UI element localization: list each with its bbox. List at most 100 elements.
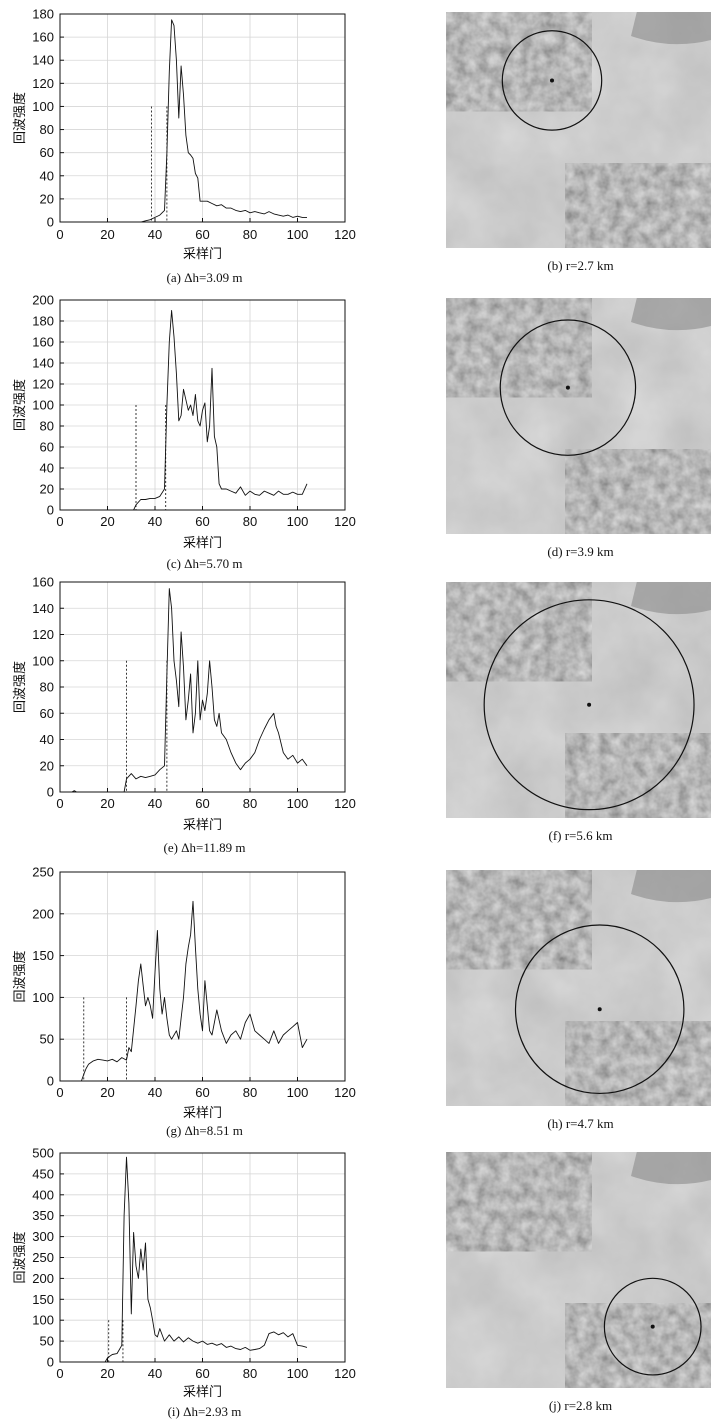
x-axis-label: 采样门 <box>183 1106 222 1121</box>
y-tick-label: 300 <box>32 1229 54 1244</box>
y-tick-label: 40 <box>40 168 54 183</box>
y-tick-label: 50 <box>40 1334 54 1349</box>
x-tick-label: 120 <box>334 227 356 242</box>
y-tick-label: 100 <box>32 99 54 114</box>
map-land <box>446 1152 711 1388</box>
x-tick-label: 80 <box>243 227 257 242</box>
y-tick-label: 160 <box>32 575 54 590</box>
y-tick-label: 120 <box>32 627 54 642</box>
x-tick-label: 100 <box>287 514 309 529</box>
radar-center-dot <box>650 1324 655 1329</box>
x-tick-label: 40 <box>148 227 162 242</box>
x-tick-label: 0 <box>56 1366 63 1381</box>
x-axis-label: 采样门 <box>183 536 222 551</box>
y-axis-label: 回波强度 <box>12 379 28 431</box>
echo-series-line <box>60 1156 308 1363</box>
y-axis-label: 回波强度 <box>12 1231 28 1283</box>
y-tick-label: 60 <box>40 706 54 721</box>
satellite-map-3: (h) r=4.7 km <box>446 870 711 1131</box>
map-coast-se <box>565 182 711 248</box>
y-tick-label: 350 <box>32 1208 54 1223</box>
y-tick-label: 20 <box>40 191 54 206</box>
x-tick-label: 0 <box>56 227 63 242</box>
y-axis-label: 回波强度 <box>12 950 28 1002</box>
map-caption: (h) r=4.7 km <box>547 1116 613 1131</box>
map-coast-nw <box>446 298 592 398</box>
echo-series-line <box>60 900 308 1082</box>
radar-center-dot <box>565 385 570 390</box>
map-coast-nw <box>446 12 592 112</box>
map-coast-se <box>565 468 711 534</box>
x-tick-label: 120 <box>334 1085 356 1100</box>
y-tick-label: 60 <box>40 440 54 455</box>
x-tick-label: 100 <box>287 227 309 242</box>
map-coast-se <box>565 1322 711 1388</box>
radar-center-dot <box>597 1007 602 1012</box>
map-caption: (j) r=2.8 km <box>549 1398 612 1413</box>
x-tick-label: 60 <box>195 1085 209 1100</box>
map-coast-nw <box>446 582 592 682</box>
x-tick-label: 0 <box>56 796 63 811</box>
satellite-map-0: (b) r=2.7 km <box>446 12 711 273</box>
map-land <box>446 298 711 534</box>
x-axis-label: 采样门 <box>183 247 222 262</box>
map-land <box>446 12 711 248</box>
x-tick-label: 40 <box>148 1085 162 1100</box>
satellite-map-4: (j) r=2.8 km <box>446 1152 711 1413</box>
x-tick-label: 40 <box>148 796 162 811</box>
y-tick-label: 0 <box>47 1074 54 1089</box>
chart-panel-1: 0 20 40 60 80 100 120 0 20 40 60 80 100 120 140 160 180 2… <box>12 293 356 572</box>
radar-center-dot <box>550 78 554 83</box>
satellite-map-1: (d) r=3.9 km <box>446 298 711 559</box>
y-tick-label: 0 <box>47 503 54 518</box>
map-coast-ne <box>631 582 711 615</box>
radar-range-circle <box>483 599 695 811</box>
x-tick-label: 20 <box>100 227 114 242</box>
map-coast-se <box>565 752 711 818</box>
y-axis-label: 回波强度 <box>12 661 28 713</box>
map-coast-se <box>565 1040 711 1106</box>
x-tick-label: 40 <box>148 1366 162 1381</box>
map-coast-nw <box>446 1152 592 1252</box>
map-coast-ne <box>631 1152 711 1185</box>
y-tick-label: 100 <box>32 398 54 413</box>
y-tick-label: 40 <box>40 461 54 476</box>
x-tick-label: 100 <box>287 1085 309 1100</box>
x-tick-label: 80 <box>243 796 257 811</box>
x-axis-label: 采样门 <box>183 818 222 833</box>
x-tick-label: 0 <box>56 514 63 529</box>
chart-caption: (g) Δh=8.51 m <box>166 1123 243 1138</box>
x-tick-label: 0 <box>56 1085 63 1100</box>
x-tick-label: 120 <box>334 796 356 811</box>
y-tick-label: 400 <box>32 1187 54 1202</box>
y-tick-label: 140 <box>32 356 54 371</box>
x-tick-label: 20 <box>100 796 114 811</box>
radar-range-circle <box>501 30 603 131</box>
x-tick-label: 100 <box>287 1366 309 1381</box>
echo-series-line <box>60 588 308 793</box>
x-tick-label: 40 <box>148 514 162 529</box>
chart-panel-4: 0 20 40 60 80 100 120 0 50 100 150 200 250 300 350 400 4… <box>12 1146 356 1420</box>
map-coast-ne <box>631 12 711 45</box>
y-tick-label: 0 <box>47 1355 54 1370</box>
y-tick-label: 80 <box>40 419 54 434</box>
y-tick-label: 20 <box>40 758 54 773</box>
radar-range-circle <box>499 319 637 456</box>
echo-series-line <box>60 19 307 223</box>
map-caption: (b) r=2.7 km <box>547 258 613 273</box>
x-tick-label: 60 <box>195 796 209 811</box>
y-tick-label: 180 <box>32 7 54 22</box>
y-tick-label: 20 <box>40 482 54 497</box>
y-tick-label: 100 <box>32 653 54 668</box>
map-caption: (d) r=3.9 km <box>547 544 613 559</box>
y-axis-label: 回波强度 <box>12 92 28 144</box>
x-tick-label: 60 <box>195 1366 209 1381</box>
y-tick-label: 100 <box>32 990 54 1005</box>
radar-range-circle <box>514 924 685 1095</box>
chart-caption: (i) Δh=2.93 m <box>168 1404 242 1419</box>
x-tick-label: 120 <box>334 514 356 529</box>
y-tick-label: 120 <box>32 377 54 392</box>
y-tick-label: 150 <box>32 1292 54 1307</box>
radar-center-dot <box>587 702 592 707</box>
y-tick-label: 250 <box>32 1250 54 1265</box>
